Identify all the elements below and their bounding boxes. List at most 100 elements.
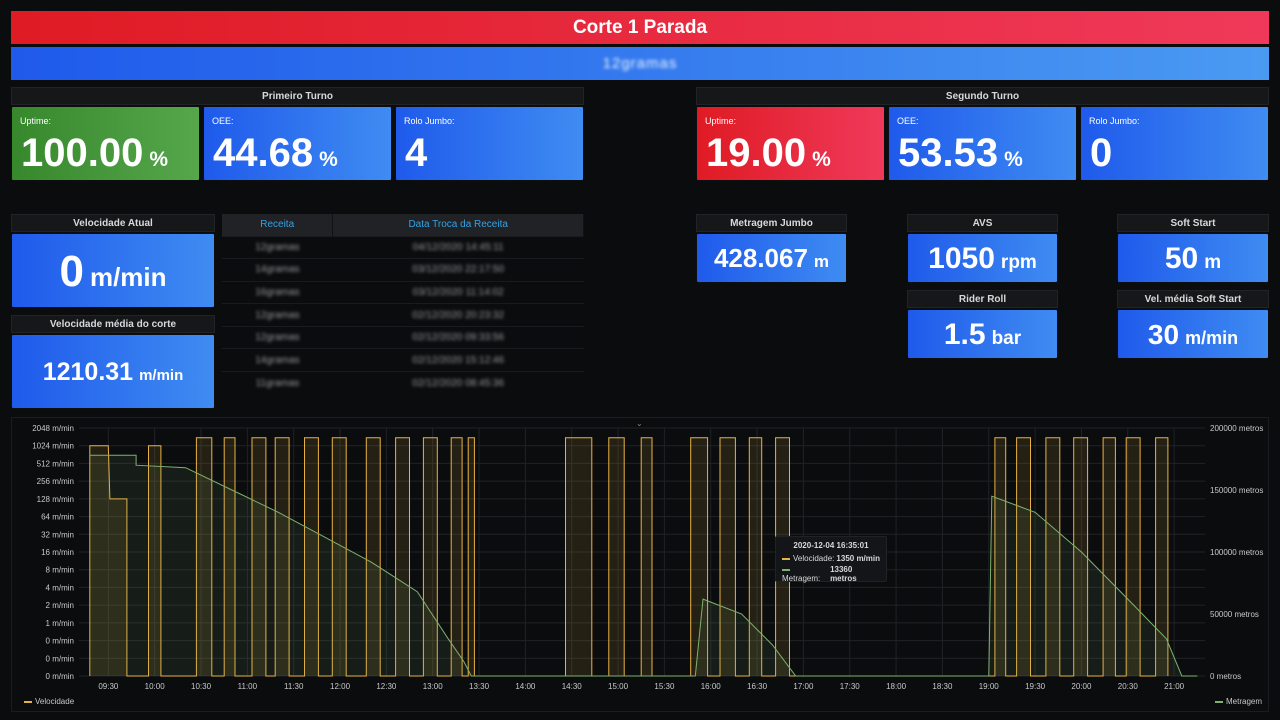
collapse-chevron-icon[interactable]: ⌄ xyxy=(636,419,643,428)
y-right-tick-label: 100000 metros xyxy=(1210,548,1263,557)
stat-number: 1210.31 xyxy=(42,358,134,386)
y-left-tick-label: 1024 m/min xyxy=(32,442,74,451)
stat-number: 1.5 xyxy=(943,318,986,351)
cell-data-troca: 02/12/2020 20:23:32 xyxy=(332,303,584,327)
cell-data-troca: 02/12/2020 09:33:56 xyxy=(332,325,584,349)
y-right-tick-label: 0 metros xyxy=(1210,672,1241,681)
stat-number: 1050 xyxy=(928,242,995,275)
cell-receita: 12gramas xyxy=(222,303,333,327)
velocidade-metragem-chart[interactable]: 2048 m/min 1024 m/min 512 m/min 256 m/min 12… xyxy=(11,417,1269,712)
stat-number: 44.68 xyxy=(213,131,314,175)
x-tick-label: 20:30 xyxy=(1118,682,1139,691)
segundo-rolo-stat: Rolo Jumbo: 0 xyxy=(1080,106,1269,181)
receita-table-body: 12gramas 04/12/2020 14:45:11 14gramas 03/12… xyxy=(222,235,584,395)
y-right-tick-label: 200000 metros xyxy=(1210,424,1263,433)
x-tick-label: 15:00 xyxy=(608,682,629,691)
primeiro-turno-title: Primeiro Turno xyxy=(11,87,584,105)
chart-tooltip: 2020-12-04 16:35:01 Velocidade: 1350 m/m… xyxy=(775,536,887,583)
table-row: 11gramas 02/12/2020 08:45:36 xyxy=(222,371,584,395)
column-header-receita[interactable]: Receita xyxy=(222,214,334,236)
legend-swatch-icon xyxy=(24,700,32,703)
x-tick-label: 17:00 xyxy=(793,682,814,691)
legend-item-velocidade[interactable]: Velocidade xyxy=(24,697,74,706)
y-left-tick-label: 1 m/min xyxy=(46,619,74,628)
soft-start-title: Soft Start xyxy=(1117,214,1269,232)
table-row: 12gramas 02/12/2020 09:33:56 xyxy=(222,325,584,349)
table-header-row: Receita Data Troca da Receita xyxy=(222,214,584,236)
velocidade-media-title: Velocidade média do corte xyxy=(11,315,215,333)
legend-item-metragem[interactable]: Metragem xyxy=(1215,697,1262,706)
rider-roll-title-text: Rider Roll xyxy=(958,293,1007,305)
chart-svg[interactable]: 2048 m/min 1024 m/min 512 m/min 256 m/min 12… xyxy=(12,418,1268,711)
segundo-turno-title: Segundo Turno xyxy=(696,87,1269,105)
x-tick-label: 16:30 xyxy=(747,682,768,691)
y-right-tick-label: 50000 metros xyxy=(1210,610,1259,619)
tooltip-label: Metragem: xyxy=(782,574,821,583)
tooltip-series-label: Metragem: xyxy=(782,565,830,583)
stat-number: 4 xyxy=(405,131,428,175)
velocidade-atual-stat: 0 m/min xyxy=(11,233,215,308)
stat-label: Rolo Jumbo: xyxy=(1089,116,1140,126)
x-tick-label: 15:30 xyxy=(654,682,675,691)
tooltip-row-metragem: Metragem: 13360 metros xyxy=(782,565,880,583)
stat-unit: m/min xyxy=(1185,328,1239,348)
metragem-jumbo-title: Metragem Jumbo xyxy=(696,214,847,232)
stat-unit: m xyxy=(813,252,830,271)
series-line-metragem xyxy=(89,454,1198,677)
y-left-tick-label: 32 m/min xyxy=(41,530,74,539)
cell-receita: 12gramas xyxy=(222,235,333,259)
cell-receita: 12gramas xyxy=(222,325,333,349)
velocidade-atual-title-text: Velocidade Atual xyxy=(73,217,153,229)
stat-unit: m/min xyxy=(89,262,167,292)
tooltip-value: 13360 metros xyxy=(830,565,857,583)
stat-unit: % xyxy=(319,148,338,171)
stat-number: 19.00 xyxy=(706,131,807,175)
receita-table-panel: Receita Data Troca da Receita 12gramas 04… xyxy=(222,214,584,395)
legend-label: Metragem xyxy=(1226,697,1263,706)
stat-value: 1210.31 m/min xyxy=(12,358,214,387)
stat-label: Rolo Jumbo: xyxy=(404,116,455,126)
cell-receita: 16gramas xyxy=(222,280,333,304)
series-swatch-icon xyxy=(782,557,790,560)
y-left-tick-label: 8 m/min xyxy=(46,566,74,575)
stat-label: Uptime: xyxy=(705,116,737,126)
x-tick-label: 14:30 xyxy=(562,682,583,691)
x-tick-label: 13:30 xyxy=(469,682,490,691)
soft-start-title-text: Soft Start xyxy=(1170,217,1216,229)
x-tick-label: 12:30 xyxy=(376,682,397,691)
y-left-tick-label: 64 m/min xyxy=(41,513,74,522)
stat-label: OEE: xyxy=(897,116,919,126)
segundo-uptime-stat: Uptime: 19.00% xyxy=(696,106,885,181)
status-banner-title: Corte 1 Parada xyxy=(572,16,708,38)
primeiro-rolo-stat: Rolo Jumbo: 4 xyxy=(395,106,584,181)
avs-title-text: AVS xyxy=(972,217,993,229)
stat-unit: rpm xyxy=(1000,252,1037,273)
stat-number: 428.067 xyxy=(713,243,808,273)
stat-value: 44.68% xyxy=(213,131,338,176)
tooltip-value: 1350 m/min xyxy=(836,554,880,563)
soft-start-stat: 50 m xyxy=(1117,233,1269,283)
cell-receita: 11gramas xyxy=(222,371,333,395)
stat-unit: bar xyxy=(991,328,1022,349)
segundo-oee-stat: OEE: 53.53% xyxy=(888,106,1077,181)
x-tick-label: 20:00 xyxy=(1071,682,1092,691)
vel-media-soft-title: Vel. média Soft Start xyxy=(1117,290,1269,308)
rider-roll-title: Rider Roll xyxy=(907,290,1058,308)
tooltip-label: Velocidade: xyxy=(793,554,835,563)
stat-value: 428.067 m xyxy=(697,243,846,274)
stat-label: Uptime: xyxy=(20,116,52,126)
x-tick-label: 09:30 xyxy=(98,682,119,691)
velocidade-atual-title: Velocidade Atual xyxy=(11,214,215,232)
stat-value: 30 m/min xyxy=(1118,319,1268,351)
recipe-banner-title: 12gramas xyxy=(602,55,678,72)
column-header-data-troca[interactable]: Data Troca da Receita xyxy=(332,214,584,236)
stat-value: 53.53% xyxy=(898,131,1023,176)
x-tick-label: 19:30 xyxy=(1025,682,1046,691)
y-left-tick-label: 2048 m/min xyxy=(32,424,74,433)
cell-receita: 14gramas xyxy=(222,348,333,372)
stat-number: 30 xyxy=(1147,319,1180,350)
table-row: 14gramas 03/12/2020 22:17:50 xyxy=(222,258,584,282)
y-left-tick-label: 0 m/min xyxy=(46,672,74,681)
stat-number: 0 xyxy=(1090,131,1113,175)
series-swatch-icon xyxy=(782,568,790,571)
